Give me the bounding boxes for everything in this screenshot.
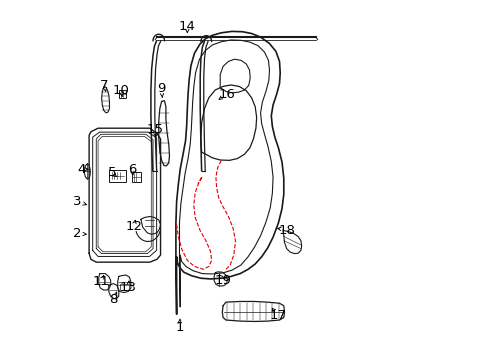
Bar bbox=[120, 284, 128, 290]
Text: 4: 4 bbox=[77, 163, 85, 176]
Bar bbox=[108, 170, 125, 182]
Text: 2: 2 bbox=[73, 227, 82, 240]
Text: 15: 15 bbox=[146, 123, 163, 136]
Bar bbox=[119, 90, 125, 98]
Text: 19: 19 bbox=[214, 274, 231, 287]
Text: 14: 14 bbox=[179, 20, 195, 33]
Text: 18: 18 bbox=[278, 224, 295, 237]
Text: 7: 7 bbox=[100, 79, 108, 92]
Text: 8: 8 bbox=[109, 293, 117, 306]
Text: 10: 10 bbox=[113, 84, 129, 97]
Text: 9: 9 bbox=[157, 82, 165, 95]
Text: 5: 5 bbox=[108, 166, 116, 179]
Text: 1: 1 bbox=[175, 321, 183, 334]
Text: 16: 16 bbox=[218, 88, 235, 101]
Text: 13: 13 bbox=[120, 281, 137, 294]
Text: 11: 11 bbox=[92, 275, 109, 288]
Text: 12: 12 bbox=[125, 220, 142, 233]
Text: 6: 6 bbox=[127, 163, 136, 176]
Text: 3: 3 bbox=[73, 195, 82, 208]
Bar bbox=[132, 172, 141, 182]
Text: 17: 17 bbox=[269, 309, 286, 321]
